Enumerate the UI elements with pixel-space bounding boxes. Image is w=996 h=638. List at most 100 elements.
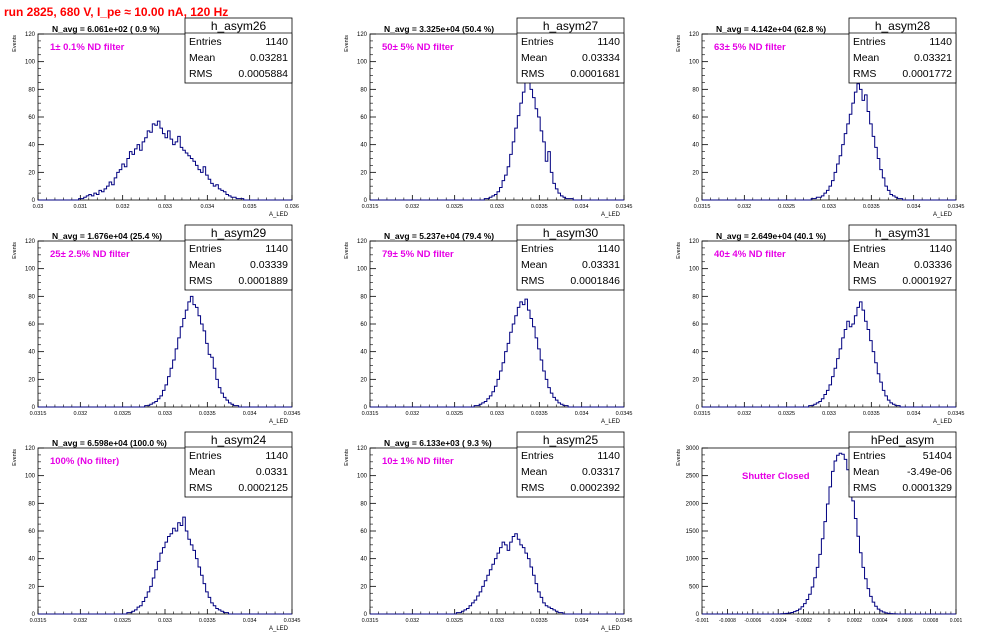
y-tick-label: 2000 <box>686 501 700 507</box>
stats-mean-value: 0.03281 <box>250 52 288 64</box>
x-tick-label: 0.034 <box>243 618 257 624</box>
x-tick-label: 0.0335 <box>531 204 548 210</box>
stats-entries-value: 51404 <box>923 450 952 462</box>
histogram-panel-h_asym27: 0 20 40 60 80 100 120 0.0315 0.032 0.0325 0.033 0.0… <box>332 17 664 224</box>
stats-box-title: h_asym30 <box>543 226 599 240</box>
y-axis-label: Events <box>344 449 350 466</box>
x-tick-label: 0.001 <box>950 618 963 624</box>
stats-rms-value: 0.0001329 <box>902 482 952 494</box>
y-tick-label: 80 <box>360 294 367 300</box>
stats-box-title: hPed_asym <box>871 433 934 447</box>
stats-entries-label: Entries <box>521 36 554 48</box>
x-tick-label: -0.0002 <box>795 618 812 624</box>
y-tick-label: 120 <box>689 32 700 38</box>
x-tick-label: 0.0335 <box>863 411 880 417</box>
x-tick-label: 0.032 <box>73 618 87 624</box>
x-tick-label: 0.0325 <box>446 204 463 210</box>
stats-mean-label: Mean <box>189 259 215 271</box>
x-tick-label: 0.0345 <box>284 411 301 417</box>
histogram-svg: 0 20 40 60 80 100 120 0.03 0.031 0.032 0.033 0.034 0… <box>12 17 299 218</box>
y-tick-label: 1000 <box>686 557 700 563</box>
y-tick-label: 0 <box>696 405 700 411</box>
y-tick-label: 0 <box>696 612 700 618</box>
y-axis-label: Events <box>344 242 350 259</box>
stats-box-title: h_asym28 <box>875 19 931 33</box>
x-tick-label: 0.0345 <box>616 618 633 624</box>
x-tick-label: 0.033 <box>158 204 172 210</box>
y-tick-label: 80 <box>692 87 699 93</box>
x-axis-label: A_LED <box>933 419 953 425</box>
y-tick-label: 3000 <box>686 446 700 452</box>
x-tick-label: 0.034 <box>575 618 589 624</box>
filter-label: 1± 0.1% ND filter <box>50 42 125 53</box>
y-axis-label: Events <box>12 449 18 466</box>
y-tick-label: 80 <box>28 87 35 93</box>
x-tick-label: 0.0345 <box>948 204 965 210</box>
stats-entries-label: Entries <box>853 243 886 255</box>
x-tick-label: 0.0004 <box>872 618 888 624</box>
n-avg-label: N_avg = 3.325e+04 (50.4 %) <box>384 24 494 34</box>
y-tick-label: 80 <box>28 294 35 300</box>
y-tick-label: 120 <box>357 446 368 452</box>
stats-rms-label: RMS <box>189 275 212 287</box>
histogram-svg: 0 20 40 60 80 100 120 0.0315 0.032 0.0325 0.033 0.0… <box>676 17 965 218</box>
y-tick-label: 2500 <box>686 474 700 480</box>
histogram-line-h_asym24 <box>38 516 292 615</box>
y-axis-label: Events <box>12 242 18 259</box>
x-tick-label: 0.033 <box>490 204 504 210</box>
stats-rms-value: 0.0002392 <box>570 482 620 494</box>
stats-entries-value: 1140 <box>265 243 288 255</box>
y-tick-label: 0 <box>696 198 700 204</box>
n-avg-label: N_avg = 2.649e+04 (40.1 %) <box>716 231 826 241</box>
x-tick-label: 0.0345 <box>948 411 965 417</box>
histogram-line-h_asym31 <box>702 301 956 408</box>
histogram-line-h_asym28 <box>702 83 956 201</box>
histogram-svg: 0 20 40 60 80 100 120 0.0315 0.032 0.0325 0.033 0.0… <box>12 431 300 632</box>
y-tick-label: 60 <box>360 115 367 121</box>
page-title: run 2825, 680 V, I_pe ≈ 10.00 nA, 120 Hz <box>4 5 229 19</box>
filter-label: 79± 5% ND filter <box>382 249 454 260</box>
x-tick-label: 0.033 <box>822 411 836 417</box>
x-tick-label: 0.0325 <box>446 411 463 417</box>
y-axis-label: Events <box>676 242 682 259</box>
histogram-svg: 0 20 40 60 80 100 120 0.0315 0.032 0.0325 0.033 0.0… <box>344 17 632 218</box>
n-avg-label: N_avg = 6.598e+04 (100.0 %) <box>52 438 167 448</box>
x-tick-label: 0.032 <box>405 411 419 417</box>
y-tick-label: 100 <box>25 267 36 273</box>
x-tick-label: 0.032 <box>405 204 419 210</box>
y-tick-label: 120 <box>25 32 36 38</box>
stats-mean-label: Mean <box>521 466 547 478</box>
x-tick-label: 0.0315 <box>362 411 379 417</box>
stats-box-title: h_asym26 <box>211 19 267 33</box>
stats-rms-label: RMS <box>521 68 544 80</box>
x-tick-label: 0.032 <box>405 618 419 624</box>
y-tick-label: 40 <box>28 557 35 563</box>
stats-mean-value: 0.03339 <box>250 259 288 271</box>
x-tick-label: -0.001 <box>695 618 709 624</box>
x-tick-label: 0.0315 <box>30 411 47 417</box>
y-tick-label: 500 <box>689 584 700 590</box>
x-tick-label: 0.0335 <box>863 204 880 210</box>
y-tick-label: 80 <box>28 501 35 507</box>
y-tick-label: 0 <box>364 405 368 411</box>
stats-entries-label: Entries <box>189 450 222 462</box>
x-tick-label: 0.033 <box>490 618 504 624</box>
y-tick-label: 100 <box>357 60 368 66</box>
y-tick-label: 20 <box>360 170 367 176</box>
y-tick-label: 80 <box>692 294 699 300</box>
y-tick-label: 120 <box>25 446 36 452</box>
stats-entries-label: Entries <box>853 450 886 462</box>
stats-rms-value: 0.0002125 <box>238 482 288 494</box>
y-tick-label: 120 <box>689 239 700 245</box>
x-axis-label: A_LED <box>269 419 289 425</box>
y-tick-label: 100 <box>25 474 36 480</box>
stats-rms-label: RMS <box>189 482 212 494</box>
y-tick-label: 80 <box>360 501 367 507</box>
y-tick-label: 20 <box>360 584 367 590</box>
x-tick-label: 0.0335 <box>199 618 216 624</box>
x-axis-label: A_LED <box>269 626 289 632</box>
x-tick-label: 0.0325 <box>114 618 131 624</box>
x-tick-label: 0.0335 <box>531 618 548 624</box>
stats-mean-value: 0.03336 <box>914 259 952 271</box>
histogram-panel-h_asym24: 0 20 40 60 80 100 120 0.0315 0.032 0.0325 0.033 0.0… <box>0 431 332 638</box>
